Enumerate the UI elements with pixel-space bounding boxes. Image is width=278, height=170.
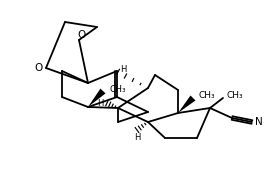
Text: CH₃: CH₃ (110, 84, 126, 94)
Text: CH₃: CH₃ (199, 90, 215, 99)
Text: O: O (78, 30, 86, 40)
Text: O: O (35, 63, 43, 73)
Polygon shape (88, 89, 106, 107)
Text: H: H (97, 98, 103, 107)
Text: N: N (255, 117, 263, 127)
Text: H: H (120, 64, 126, 73)
Polygon shape (178, 96, 195, 113)
Text: CH₃: CH₃ (227, 90, 243, 99)
Text: H: H (134, 132, 140, 141)
